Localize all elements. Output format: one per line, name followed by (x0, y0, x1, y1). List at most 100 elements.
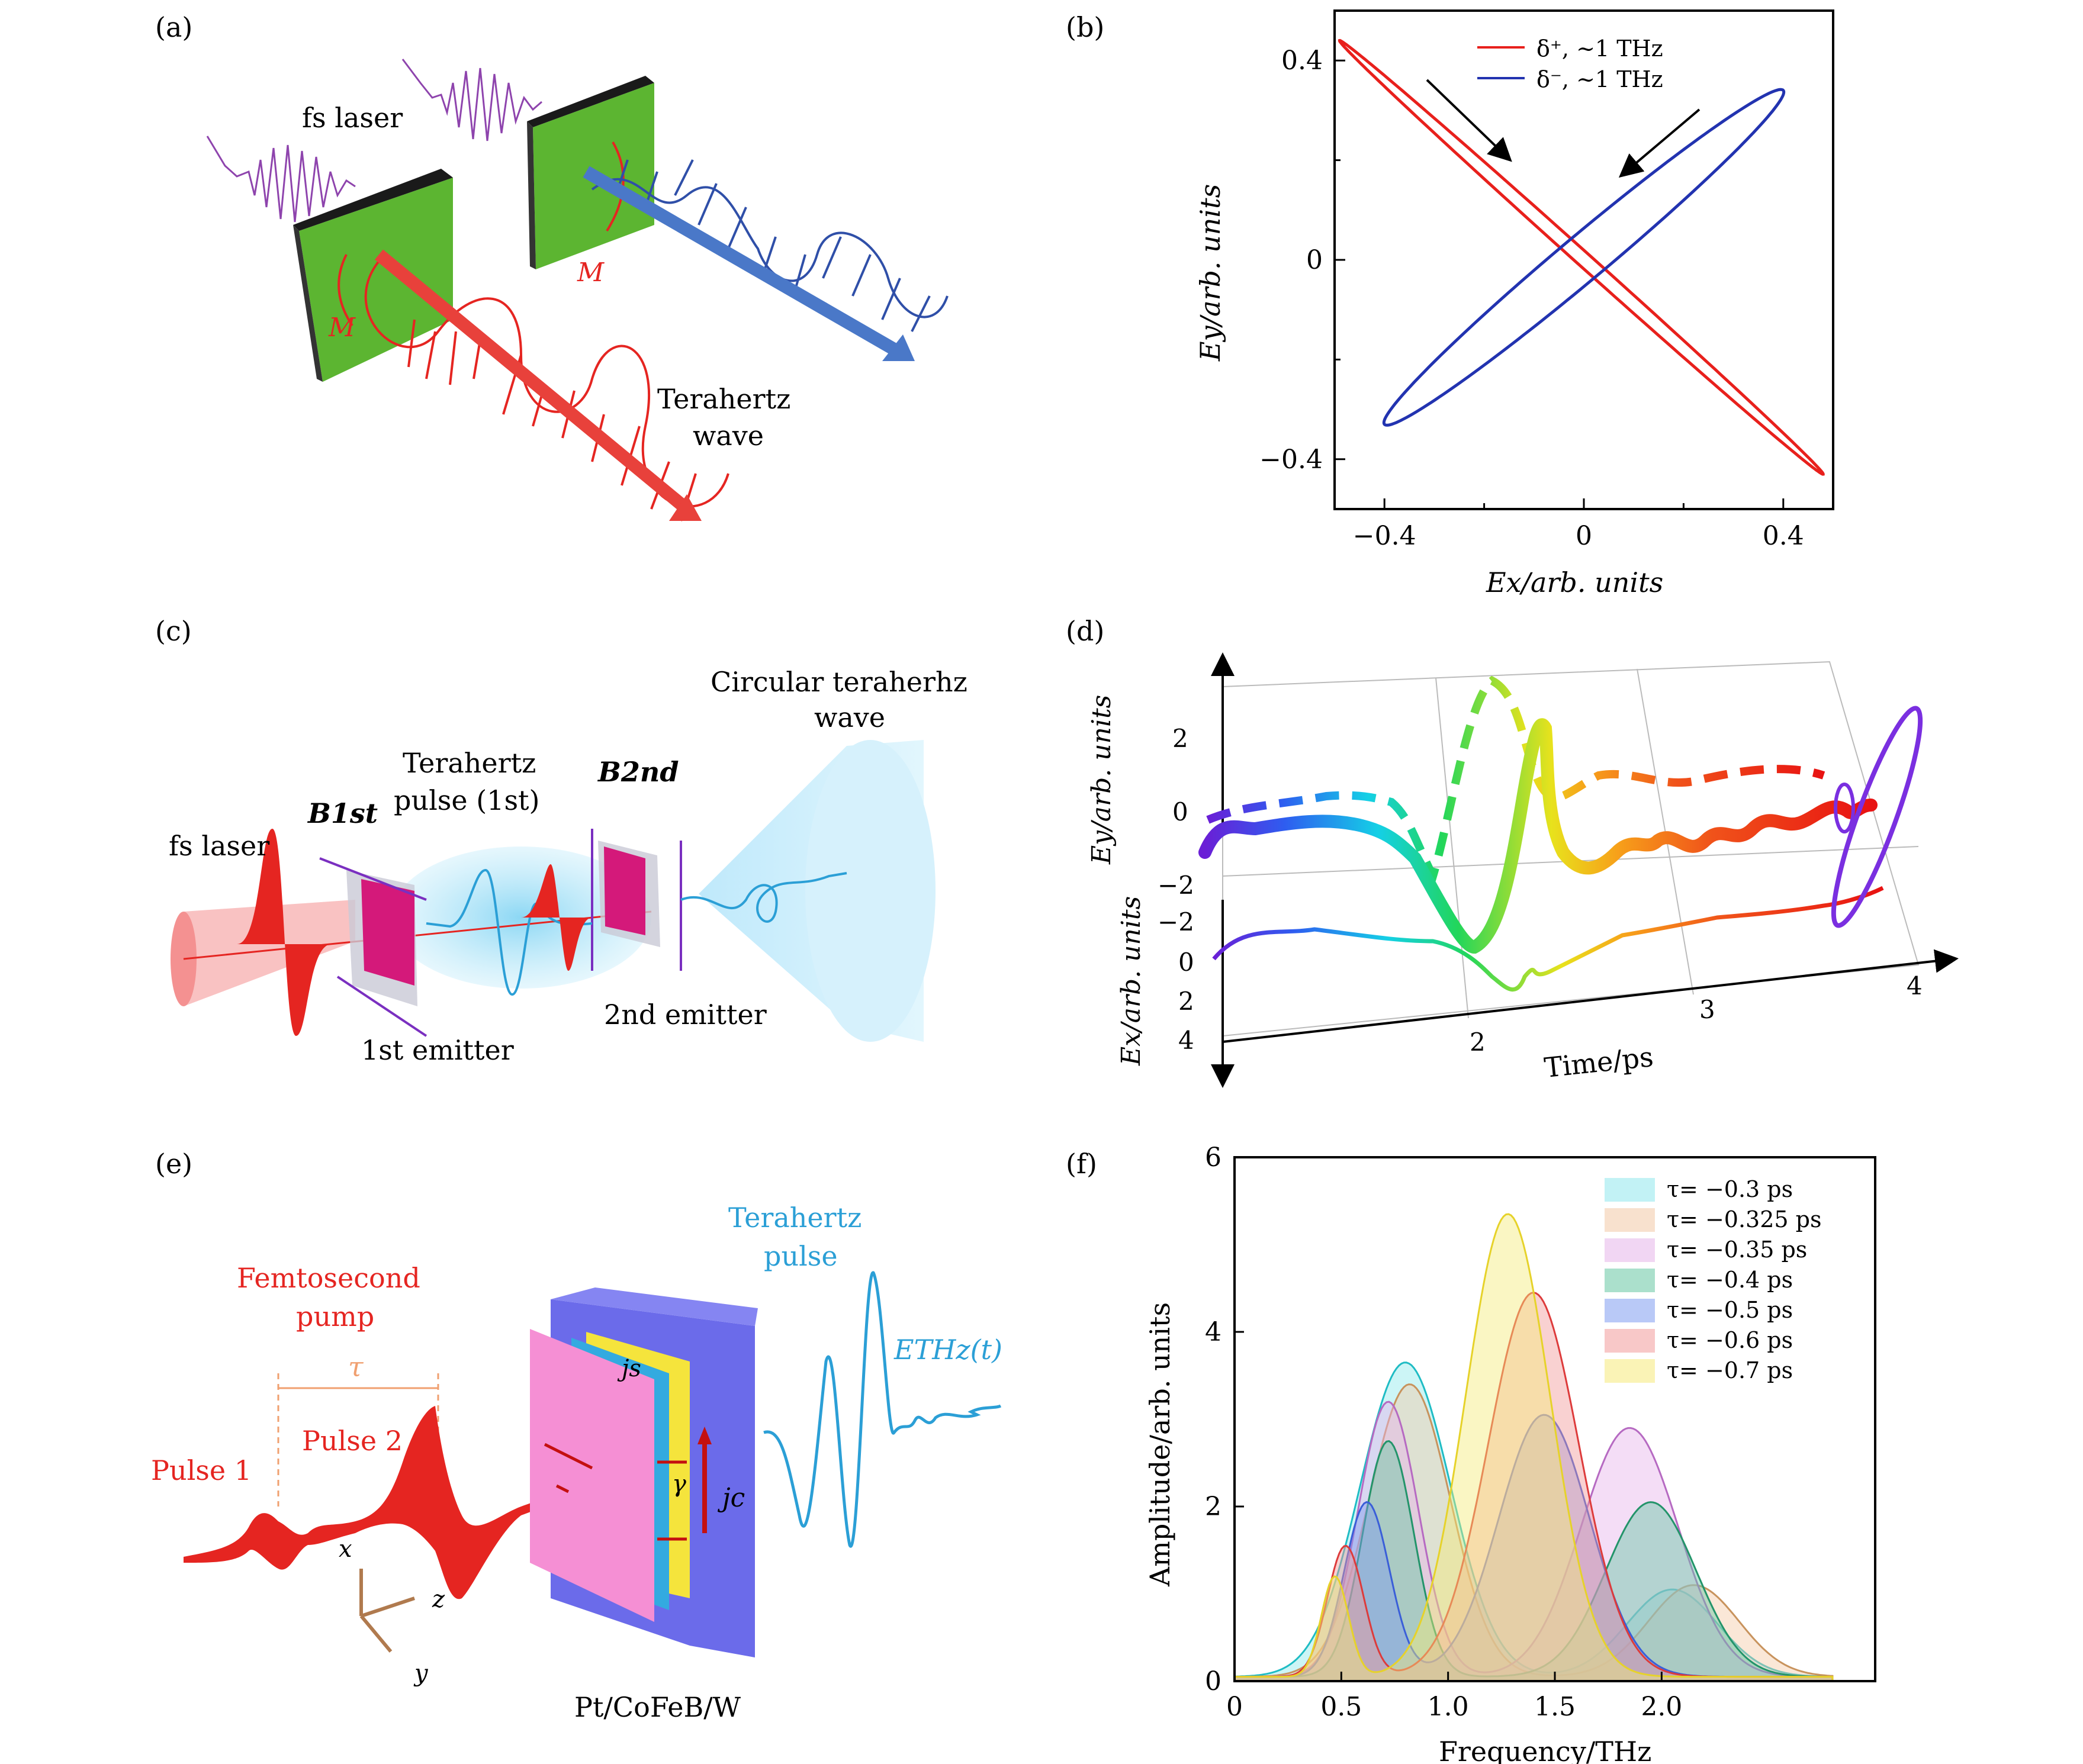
b-xtick-label: 0 (1576, 521, 1592, 551)
f-ytick-label: 4 (1205, 1317, 1221, 1347)
magnetization-arc-left (337, 254, 353, 327)
d-time-axis (1222, 949, 1959, 1043)
fs-laser-label-c: fs laser (169, 830, 269, 862)
magnetization-arc-right (606, 141, 625, 232)
pump-line1: Femtosecond (237, 1262, 420, 1294)
f-ytick-label: 2 (1205, 1492, 1221, 1522)
d-ex-label: Ex/arb. units (1116, 896, 1146, 1066)
d-ex-tick-0: 0 (1178, 948, 1194, 977)
plot-b-ylabel: Ey/arb. units (1194, 184, 1226, 362)
legend-swatch-1 (1605, 1208, 1655, 1232)
d-ey-tick-0: 0 (1172, 797, 1188, 826)
ellipse-series-plus (1338, 38, 1825, 476)
panel-c-label: (c) (155, 615, 192, 647)
arrow-annot-right (1618, 108, 1701, 178)
magnetization-label-right: M (577, 257, 605, 288)
spectrum-area-2 (1233, 1401, 1834, 1682)
tau-label: τ (348, 1351, 364, 1383)
legend-swatch-0 (1605, 1178, 1655, 1202)
f-ytick-label: 6 (1205, 1142, 1221, 1173)
d-time-tick-2: 2 (1470, 1028, 1486, 1057)
axis-z-label: z (432, 1586, 445, 1613)
thz-pulse-line2: pulse (764, 1240, 838, 1272)
laser-pulse-c (237, 829, 332, 1036)
gamma-label: γ (672, 1470, 686, 1498)
panel-a-label: (a) (155, 11, 192, 43)
b-ytick-label: 0.4 (1281, 46, 1323, 76)
f-xtick-label: 1.5 (1534, 1692, 1576, 1722)
circular-wave-line1: Circular teraherhz (711, 666, 967, 698)
panel-e: (e) Femtosecond pump τ Pulse 1 Pulse 2 x… (151, 1148, 1002, 1723)
emitter-plate-left (299, 178, 453, 382)
plot-d-box (1222, 661, 1920, 1037)
blue-propagation-arrow (583, 166, 898, 355)
trace-main (1198, 718, 1878, 954)
b-ytick-label: 0 (1306, 245, 1323, 275)
legend-label-0: τ= −0.3 ps (1667, 1176, 1793, 1202)
laser-cone (184, 900, 355, 1006)
b1st-label: B1st (307, 797, 378, 829)
legend-swatch-4 (1605, 1299, 1655, 1322)
panel-c: (c) fs laser B1st Terahertz pulse (1st) … (155, 615, 967, 1066)
pulse-1st-line1: Terahertz (403, 747, 536, 779)
emitter-1-label: 1st emitter (361, 1034, 514, 1066)
laser-pulse-right (401, 59, 542, 141)
legend-label-6: τ= −0.7 ps (1667, 1357, 1793, 1383)
circular-thz-wave (680, 872, 847, 923)
d-ey-tick-2: 2 (1172, 724, 1188, 753)
emitted-thz-pulse (763, 1271, 1002, 1548)
pump-line2: pump (296, 1301, 374, 1332)
pulse1-label: Pulse 1 (151, 1454, 252, 1486)
red-pump-pulse-c (521, 864, 592, 971)
ellipse-series-minus (1382, 88, 1786, 427)
emitter-2-label: 2nd emitter (604, 999, 767, 1031)
panel-b-label: (b) (1066, 11, 1104, 43)
f-xtick-label: 0 (1226, 1692, 1243, 1722)
plot-f-xlabel: Frequency/THz (1439, 1736, 1651, 1764)
plot-f-ylabel: Amplitude/arb. units (1144, 1302, 1176, 1587)
panel-d-label: (d) (1066, 615, 1104, 647)
spectrum-area-6 (1233, 1213, 1834, 1682)
pulse2-label: Pulse 2 (302, 1425, 403, 1457)
f-ytick-label: 0 (1205, 1666, 1221, 1697)
plot-b-ticks: −0.4 0.4 0 0 0.4 −0.4 (1259, 46, 1804, 551)
pump-pulses (184, 1406, 586, 1599)
ethz-label: ETHz(t) (893, 1334, 1002, 1366)
terahertz-wave-line1: Terahertz (657, 383, 790, 415)
coord-axes (359, 1569, 415, 1653)
d-time-label: Time/ps (1543, 1041, 1655, 1084)
fs-laser-label-a: fs laser (302, 102, 403, 134)
d-ey-label: Ey/arb. units (1086, 695, 1117, 865)
b2nd-label: B2nd (597, 756, 679, 788)
arrow-annot-left (1426, 79, 1512, 162)
legend-swatch-2 (1605, 1238, 1655, 1262)
pulse-1st-line2: pulse (1st) (394, 784, 540, 816)
f-xtick-label: 1.0 (1428, 1692, 1469, 1722)
plot-f-ticks: 0 0.5 1.0 1.5 2.0 0 2 4 6 (1205, 1142, 1682, 1722)
panel-d: (d) 2 0 −2 −2 0 2 4 2 3 4 Time/ps Ey/arb… (1066, 615, 1959, 1088)
trace-floor (1212, 886, 1884, 992)
magnetization-label-left: M (328, 313, 356, 343)
b-xtick-label: −0.4 (1353, 521, 1416, 551)
red-propagation-arrow (374, 249, 692, 514)
b-ytick-label: −0.4 (1259, 445, 1323, 475)
legend-text-plus: δ⁺, ~1 THz (1536, 36, 1663, 62)
d-ey-tick-neg2: −2 (1158, 871, 1194, 900)
legend-swatch-3 (1605, 1269, 1655, 1292)
panel-a: (a) fs laser M M Terahertz wave (155, 11, 949, 522)
trace-end-spiral (1831, 706, 1923, 928)
d-ex-tick-neg2: −2 (1158, 907, 1194, 936)
plot-f-areas (1233, 1213, 1834, 1682)
stack-label: Pt/CoFeB/W (574, 1691, 741, 1723)
legend-text-minus: δ⁻, ~1 THz (1536, 66, 1663, 92)
b-xtick-label: 0.4 (1763, 521, 1804, 551)
panel-f-label: (f) (1066, 1148, 1097, 1180)
panel-b: (b) −0.4 0.4 0 0 0.4 −0.4 δ⁺, ~1 THz δ⁻, ~1 T… (1066, 9, 1834, 598)
panel-f: (f) 0 0.5 1.0 1.5 2.0 0 2 4 6 τ= −0.3 ps τ= −0.32… (1066, 1142, 1876, 1764)
f-xtick-label: 0.5 (1320, 1692, 1362, 1722)
d-time-tick-3: 3 (1699, 995, 1715, 1024)
plot-b-xlabel: Ex/arb. units (1486, 566, 1663, 598)
axis-y-label: y (413, 1660, 429, 1687)
circular-wave-line2: wave (814, 701, 885, 733)
